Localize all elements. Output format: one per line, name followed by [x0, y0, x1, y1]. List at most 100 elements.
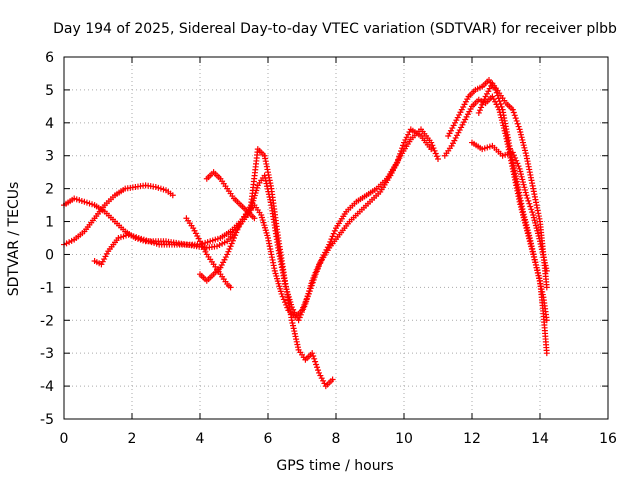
data-marker [314, 364, 321, 371]
data-marker [534, 227, 541, 234]
data-marker [476, 107, 483, 114]
x-axis-label: GPS time / hours [276, 458, 393, 474]
data-marker [540, 251, 547, 258]
data-marker [462, 116, 469, 123]
data-marker [312, 269, 319, 276]
y-tick-label: 4 [45, 116, 54, 132]
data-marker [537, 238, 543, 245]
data-marker [316, 369, 322, 376]
data-marker [522, 147, 529, 154]
data-marker [482, 93, 489, 100]
data-marker [293, 336, 300, 343]
data-marker [534, 270, 541, 277]
data-marker [201, 246, 208, 253]
data-marker [518, 134, 525, 141]
data-marker [536, 278, 543, 285]
data-marker [195, 235, 202, 242]
data-marker [218, 261, 225, 268]
data-marker [400, 142, 407, 149]
data-marker [521, 144, 528, 151]
data-marker [522, 189, 529, 196]
data-marker [310, 353, 317, 360]
data-marker [190, 225, 197, 232]
data-marker [231, 235, 237, 241]
data-marker [321, 380, 328, 387]
data-marker [541, 259, 548, 266]
data-marker [520, 211, 527, 218]
chart-title: Day 194 of 2025, Sidereal Day-to-day VTE… [53, 21, 617, 37]
data-marker [522, 216, 529, 223]
data-marker [543, 284, 550, 291]
data-marker [458, 124, 465, 131]
data-marker [464, 96, 471, 103]
data-marker [428, 139, 435, 146]
data-marker [288, 317, 295, 324]
data-marker [520, 142, 527, 149]
data-marker [234, 226, 241, 233]
x-tick-label: 6 [264, 431, 273, 447]
data-marker [522, 219, 529, 226]
data-marker [455, 129, 462, 136]
data-marker [543, 267, 550, 274]
data-marker [296, 314, 303, 321]
data-marker [402, 136, 409, 143]
data-marker [220, 259, 227, 266]
data-marker [525, 229, 532, 236]
data-marker [202, 248, 209, 255]
data-marker [533, 225, 540, 232]
data-marker [225, 248, 232, 255]
data-marker [449, 125, 456, 132]
data-marker [535, 233, 542, 240]
y-tick-label: 3 [45, 149, 54, 165]
data-marker [447, 127, 454, 134]
data-marker [537, 240, 544, 247]
data-marker [481, 96, 488, 103]
data-marker [520, 179, 526, 186]
data-marker [295, 317, 302, 324]
data-marker [310, 275, 317, 282]
data-marker [498, 103, 505, 110]
data-marker [315, 367, 322, 374]
data-marker [514, 120, 521, 127]
data-marker [543, 317, 550, 324]
data-marker [403, 134, 410, 141]
data-marker [199, 243, 206, 250]
y-tick-label: -4 [40, 379, 54, 395]
data-marker [460, 104, 467, 111]
data-marker [531, 256, 538, 263]
data-marker [520, 181, 527, 188]
data-marker [526, 200, 533, 207]
data-marker [406, 129, 413, 136]
data-marker [194, 233, 201, 240]
data-marker [320, 377, 327, 384]
data-marker [290, 322, 297, 329]
data-marker [464, 111, 471, 118]
data-marker [513, 117, 520, 124]
data-marker [539, 249, 546, 256]
y-tick-label: 0 [45, 247, 54, 263]
data-marker [530, 251, 537, 258]
data-marker [450, 122, 457, 129]
data-marker [527, 237, 534, 244]
data-marker [433, 153, 440, 160]
data-marker [533, 264, 540, 271]
data-marker [291, 330, 298, 337]
data-marker [451, 137, 458, 144]
data-marker [497, 101, 504, 108]
data-marker [480, 98, 487, 105]
data-marker [318, 375, 325, 382]
data-marker [489, 93, 496, 100]
data-marker [456, 111, 463, 118]
data-marker [101, 256, 108, 263]
data-marker [311, 355, 318, 362]
data-marker [535, 272, 542, 279]
data-marker [514, 160, 521, 167]
y-tick-label: -1 [40, 280, 54, 296]
data-marker [313, 361, 320, 368]
data-marker [236, 221, 243, 228]
data-points [61, 77, 550, 390]
data-marker [513, 157, 520, 164]
data-marker [537, 280, 544, 287]
data-marker [538, 286, 545, 293]
data-marker [515, 123, 522, 130]
